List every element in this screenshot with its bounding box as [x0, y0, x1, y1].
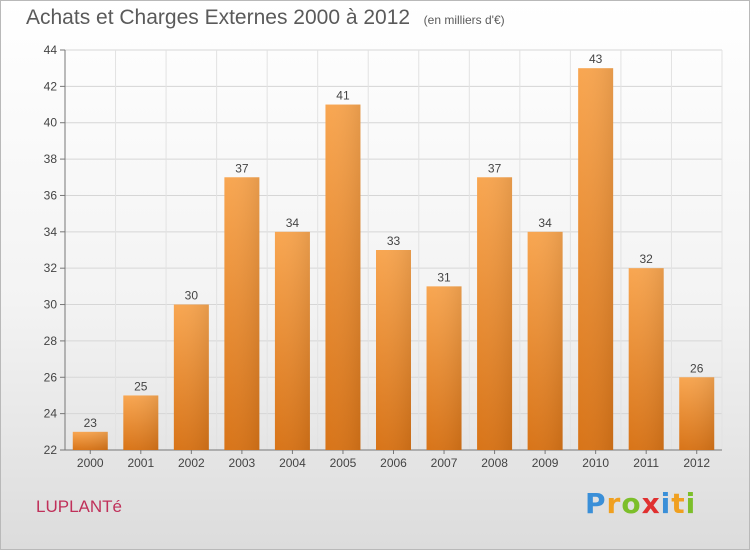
logo-letter: i	[685, 487, 697, 520]
logo-letter: r	[606, 487, 622, 520]
bar-shade	[72, 431, 108, 450]
bar-shade	[628, 268, 664, 450]
title-unit: (en milliers d'€)	[423, 13, 505, 27]
data-label: 26	[690, 361, 704, 375]
logo-letter: o	[621, 487, 642, 520]
logo-letter: i	[660, 487, 672, 520]
bar-shade	[527, 231, 563, 450]
x-tick-label: 2002	[178, 456, 205, 470]
bar-shade	[123, 395, 159, 450]
x-tick-label: 2007	[431, 456, 458, 470]
data-label: 33	[387, 234, 401, 248]
x-tick-label: 2003	[229, 456, 256, 470]
bar-shade	[325, 104, 361, 450]
x-tick-label: 2011	[633, 456, 659, 470]
y-tick-label: 28	[44, 334, 58, 348]
y-tick-label: 44	[44, 43, 58, 57]
y-tick-label: 26	[44, 370, 58, 384]
data-label: 23	[84, 416, 98, 430]
y-tick-label: 36	[44, 188, 58, 202]
bar-shade	[376, 250, 411, 450]
bar-shade	[679, 377, 715, 450]
data-label: 34	[538, 216, 552, 230]
logo-letter: t	[671, 487, 686, 520]
x-tick-label: 2008	[481, 456, 508, 470]
x-tick-label: 2005	[330, 456, 357, 470]
bar-shade	[426, 286, 462, 450]
x-tick-label: 2000	[77, 456, 104, 470]
x-tick-label: 2010	[582, 456, 609, 470]
data-label: 37	[235, 161, 249, 175]
y-tick-label: 34	[44, 225, 58, 239]
data-label: 32	[640, 252, 654, 266]
bar-shade	[477, 177, 513, 451]
data-label: 31	[437, 270, 451, 284]
data-label: 41	[336, 89, 350, 103]
y-tick-label: 22	[44, 443, 58, 457]
y-tick-label: 38	[44, 152, 58, 166]
data-label: 34	[286, 216, 300, 230]
commune-name: LUPLANTé	[36, 497, 122, 516]
bar-shade	[173, 304, 209, 450]
y-tick-label: 24	[44, 407, 58, 421]
chart-title: Achats et Charges Externes 2000 à 2012 (…	[26, 6, 505, 30]
y-tick-label: 32	[44, 261, 58, 275]
labels: 22 24 26 28 30 32 34 36 38 40 42 44 23 2000 25 2001 30 20…	[44, 43, 711, 470]
y-tick-label: 40	[44, 116, 58, 130]
data-label: 30	[185, 289, 199, 303]
x-tick-label: 2009	[532, 456, 559, 470]
y-tick-label: 42	[44, 79, 58, 93]
data-label: 25	[134, 379, 148, 393]
bar-shade	[578, 68, 614, 450]
bars	[72, 68, 715, 451]
title-main: Achats et Charges Externes 2000 à 2012	[26, 6, 411, 29]
x-tick-label: 2004	[279, 456, 306, 470]
data-label: 37	[488, 161, 502, 175]
data-label: 43	[589, 52, 603, 66]
x-tick-label: 2001	[127, 456, 154, 470]
x-tick-label: 2012	[683, 456, 710, 470]
logo-letter: x	[641, 487, 661, 520]
logo-letter: P	[585, 487, 607, 520]
x-tick-label: 2006	[380, 456, 407, 470]
bar-shade	[224, 177, 260, 451]
proxiti-logo[interactable]: Proxiti	[585, 487, 696, 520]
bar-shade	[274, 231, 310, 450]
y-tick-label: 30	[44, 298, 58, 312]
